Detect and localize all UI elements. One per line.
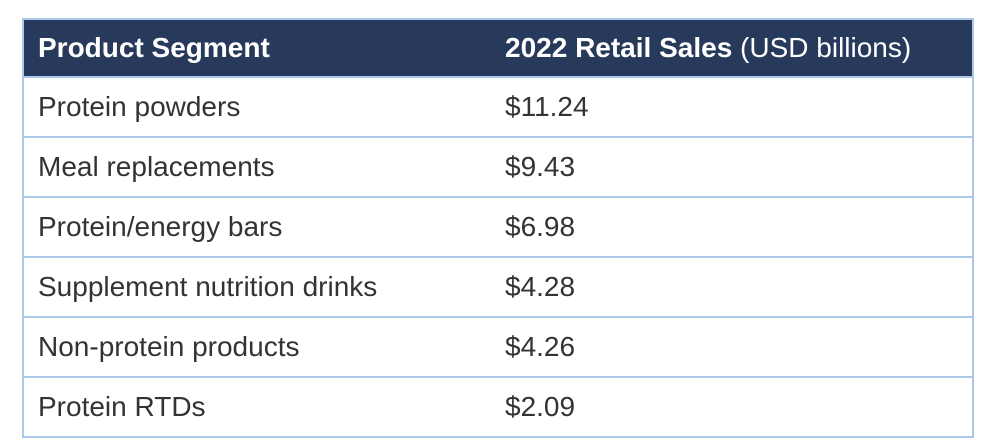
table-body: Protein powders $11.24 Meal replacements…	[23, 76, 973, 437]
retail-sales-table-container: Product Segment 2022 Retail Sales (USD b…	[22, 18, 974, 438]
table-row: Supplement nutrition drinks $4.28	[23, 256, 973, 317]
header-cell-retail-sales: 2022 Retail Sales (USD billions)	[491, 19, 973, 77]
header-label-unit-note: (USD billions)	[732, 32, 912, 63]
value-cell: $6.98	[491, 196, 973, 257]
segment-cell: Protein/energy bars	[23, 196, 491, 257]
header-label-retail-sales: 2022 Retail Sales	[505, 32, 733, 63]
value-cell: $4.28	[491, 256, 973, 317]
retail-sales-table: Product Segment 2022 Retail Sales (USD b…	[22, 18, 974, 438]
table-row: Non-protein products $4.26	[23, 316, 973, 377]
table-row: Protein/energy bars $6.98	[23, 196, 973, 257]
value-cell: $9.43	[491, 136, 973, 197]
segment-cell: Non-protein products	[23, 316, 491, 377]
value-cell: $2.09	[491, 376, 973, 437]
segment-cell: Meal replacements	[23, 136, 491, 197]
header-cell-product-segment: Product Segment	[23, 19, 491, 77]
segment-cell: Supplement nutrition drinks	[23, 256, 491, 317]
header-row: Product Segment 2022 Retail Sales (USD b…	[23, 19, 973, 77]
table-row: Protein powders $11.24	[23, 76, 973, 137]
segment-cell: Protein powders	[23, 76, 491, 137]
value-cell: $11.24	[491, 76, 973, 137]
value-cell: $4.26	[491, 316, 973, 377]
table-row: Meal replacements $9.43	[23, 136, 973, 197]
table-row: Protein RTDs $2.09	[23, 376, 973, 437]
header-label-product-segment: Product Segment	[38, 32, 270, 63]
segment-cell: Protein RTDs	[23, 376, 491, 437]
table-header: Product Segment 2022 Retail Sales (USD b…	[23, 19, 973, 77]
